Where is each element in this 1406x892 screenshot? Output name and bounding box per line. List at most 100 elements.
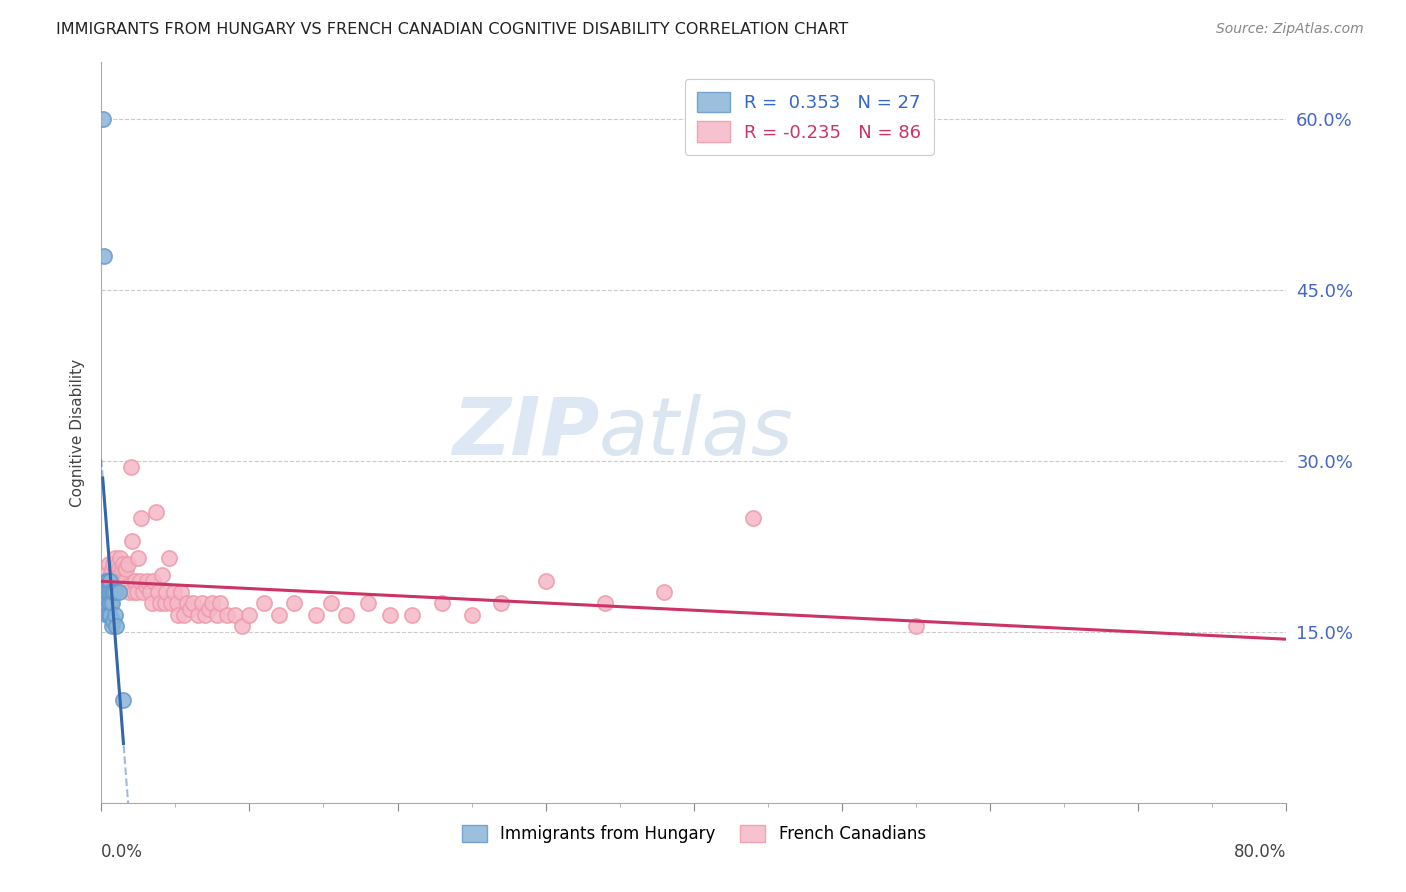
Point — [105, 619, 128, 633]
Point — [139, 585, 162, 599]
Point — [208, 597, 231, 611]
Point — [112, 557, 135, 571]
Point — [378, 607, 401, 622]
Point — [120, 459, 142, 474]
Point — [97, 585, 120, 599]
Point — [186, 607, 208, 622]
Point — [94, 585, 117, 599]
Point — [125, 585, 148, 599]
Legend: Immigrants from Hungary, French Canadians: Immigrants from Hungary, French Canadian… — [456, 819, 932, 850]
Point — [128, 574, 150, 588]
Point — [94, 568, 117, 582]
Point — [98, 568, 121, 582]
Point — [135, 579, 157, 593]
Point — [93, 579, 115, 593]
Point — [198, 602, 221, 616]
Point — [157, 550, 180, 565]
Point — [110, 550, 132, 565]
Point — [534, 574, 557, 588]
Point — [108, 562, 131, 576]
Point — [122, 585, 145, 599]
Point — [96, 574, 118, 588]
Point — [742, 511, 765, 525]
Point — [114, 574, 136, 588]
Point — [100, 619, 122, 633]
Point — [238, 607, 260, 622]
Point — [224, 607, 246, 622]
Point — [166, 597, 188, 611]
Point — [112, 693, 135, 707]
Text: 0.0%: 0.0% — [101, 843, 143, 861]
Point — [101, 574, 124, 588]
Point — [179, 602, 201, 616]
Point — [101, 614, 124, 628]
Point — [124, 574, 146, 588]
Point — [101, 557, 124, 571]
Point — [118, 585, 141, 599]
Point — [205, 607, 228, 622]
Point — [98, 597, 121, 611]
Point — [110, 568, 132, 582]
Point — [96, 607, 118, 622]
Point — [491, 597, 513, 611]
Point — [97, 607, 120, 622]
Text: 80.0%: 80.0% — [1234, 843, 1286, 861]
Point — [97, 557, 120, 571]
Point — [108, 585, 131, 599]
Text: Source: ZipAtlas.com: Source: ZipAtlas.com — [1216, 22, 1364, 37]
Point — [150, 568, 173, 582]
Point — [100, 585, 122, 599]
Point — [107, 568, 129, 582]
Point — [127, 550, 149, 565]
Point — [335, 607, 357, 622]
Point — [121, 533, 143, 548]
Y-axis label: Cognitive Disability: Cognitive Disability — [70, 359, 86, 507]
Point — [114, 562, 136, 576]
Point — [146, 585, 169, 599]
Point — [129, 511, 152, 525]
Point — [319, 597, 342, 611]
Point — [111, 562, 134, 576]
Point — [103, 550, 125, 565]
Point — [103, 568, 125, 582]
Point — [194, 607, 217, 622]
Point — [142, 574, 165, 588]
Point — [96, 574, 118, 588]
Point — [100, 597, 122, 611]
Text: IMMIGRANTS FROM HUNGARY VS FRENCH CANADIAN COGNITIVE DISABILITY CORRELATION CHAR: IMMIGRANTS FROM HUNGARY VS FRENCH CANADI… — [56, 22, 848, 37]
Point — [593, 597, 616, 611]
Point — [170, 585, 193, 599]
Point — [103, 585, 125, 599]
Point — [430, 597, 453, 611]
Point — [111, 579, 134, 593]
Point — [173, 607, 195, 622]
Point — [132, 585, 155, 599]
Point — [201, 597, 224, 611]
Point — [905, 619, 928, 633]
Point — [93, 249, 115, 263]
Point — [100, 562, 122, 576]
Point — [283, 597, 305, 611]
Point — [149, 597, 172, 611]
Text: atlas: atlas — [599, 393, 794, 472]
Point — [105, 574, 128, 588]
Point — [253, 597, 276, 611]
Point — [231, 619, 253, 633]
Point — [267, 607, 290, 622]
Point — [101, 585, 124, 599]
Point — [100, 574, 122, 588]
Point — [98, 574, 121, 588]
Point — [115, 562, 138, 576]
Point — [191, 597, 214, 611]
Point — [145, 505, 167, 519]
Point — [98, 585, 121, 599]
Point — [155, 585, 177, 599]
Point — [105, 562, 128, 576]
Point — [107, 557, 129, 571]
Point — [97, 574, 120, 588]
Point — [176, 597, 198, 611]
Point — [91, 112, 114, 127]
Point — [136, 574, 159, 588]
Point — [305, 607, 328, 622]
Point — [357, 597, 380, 611]
